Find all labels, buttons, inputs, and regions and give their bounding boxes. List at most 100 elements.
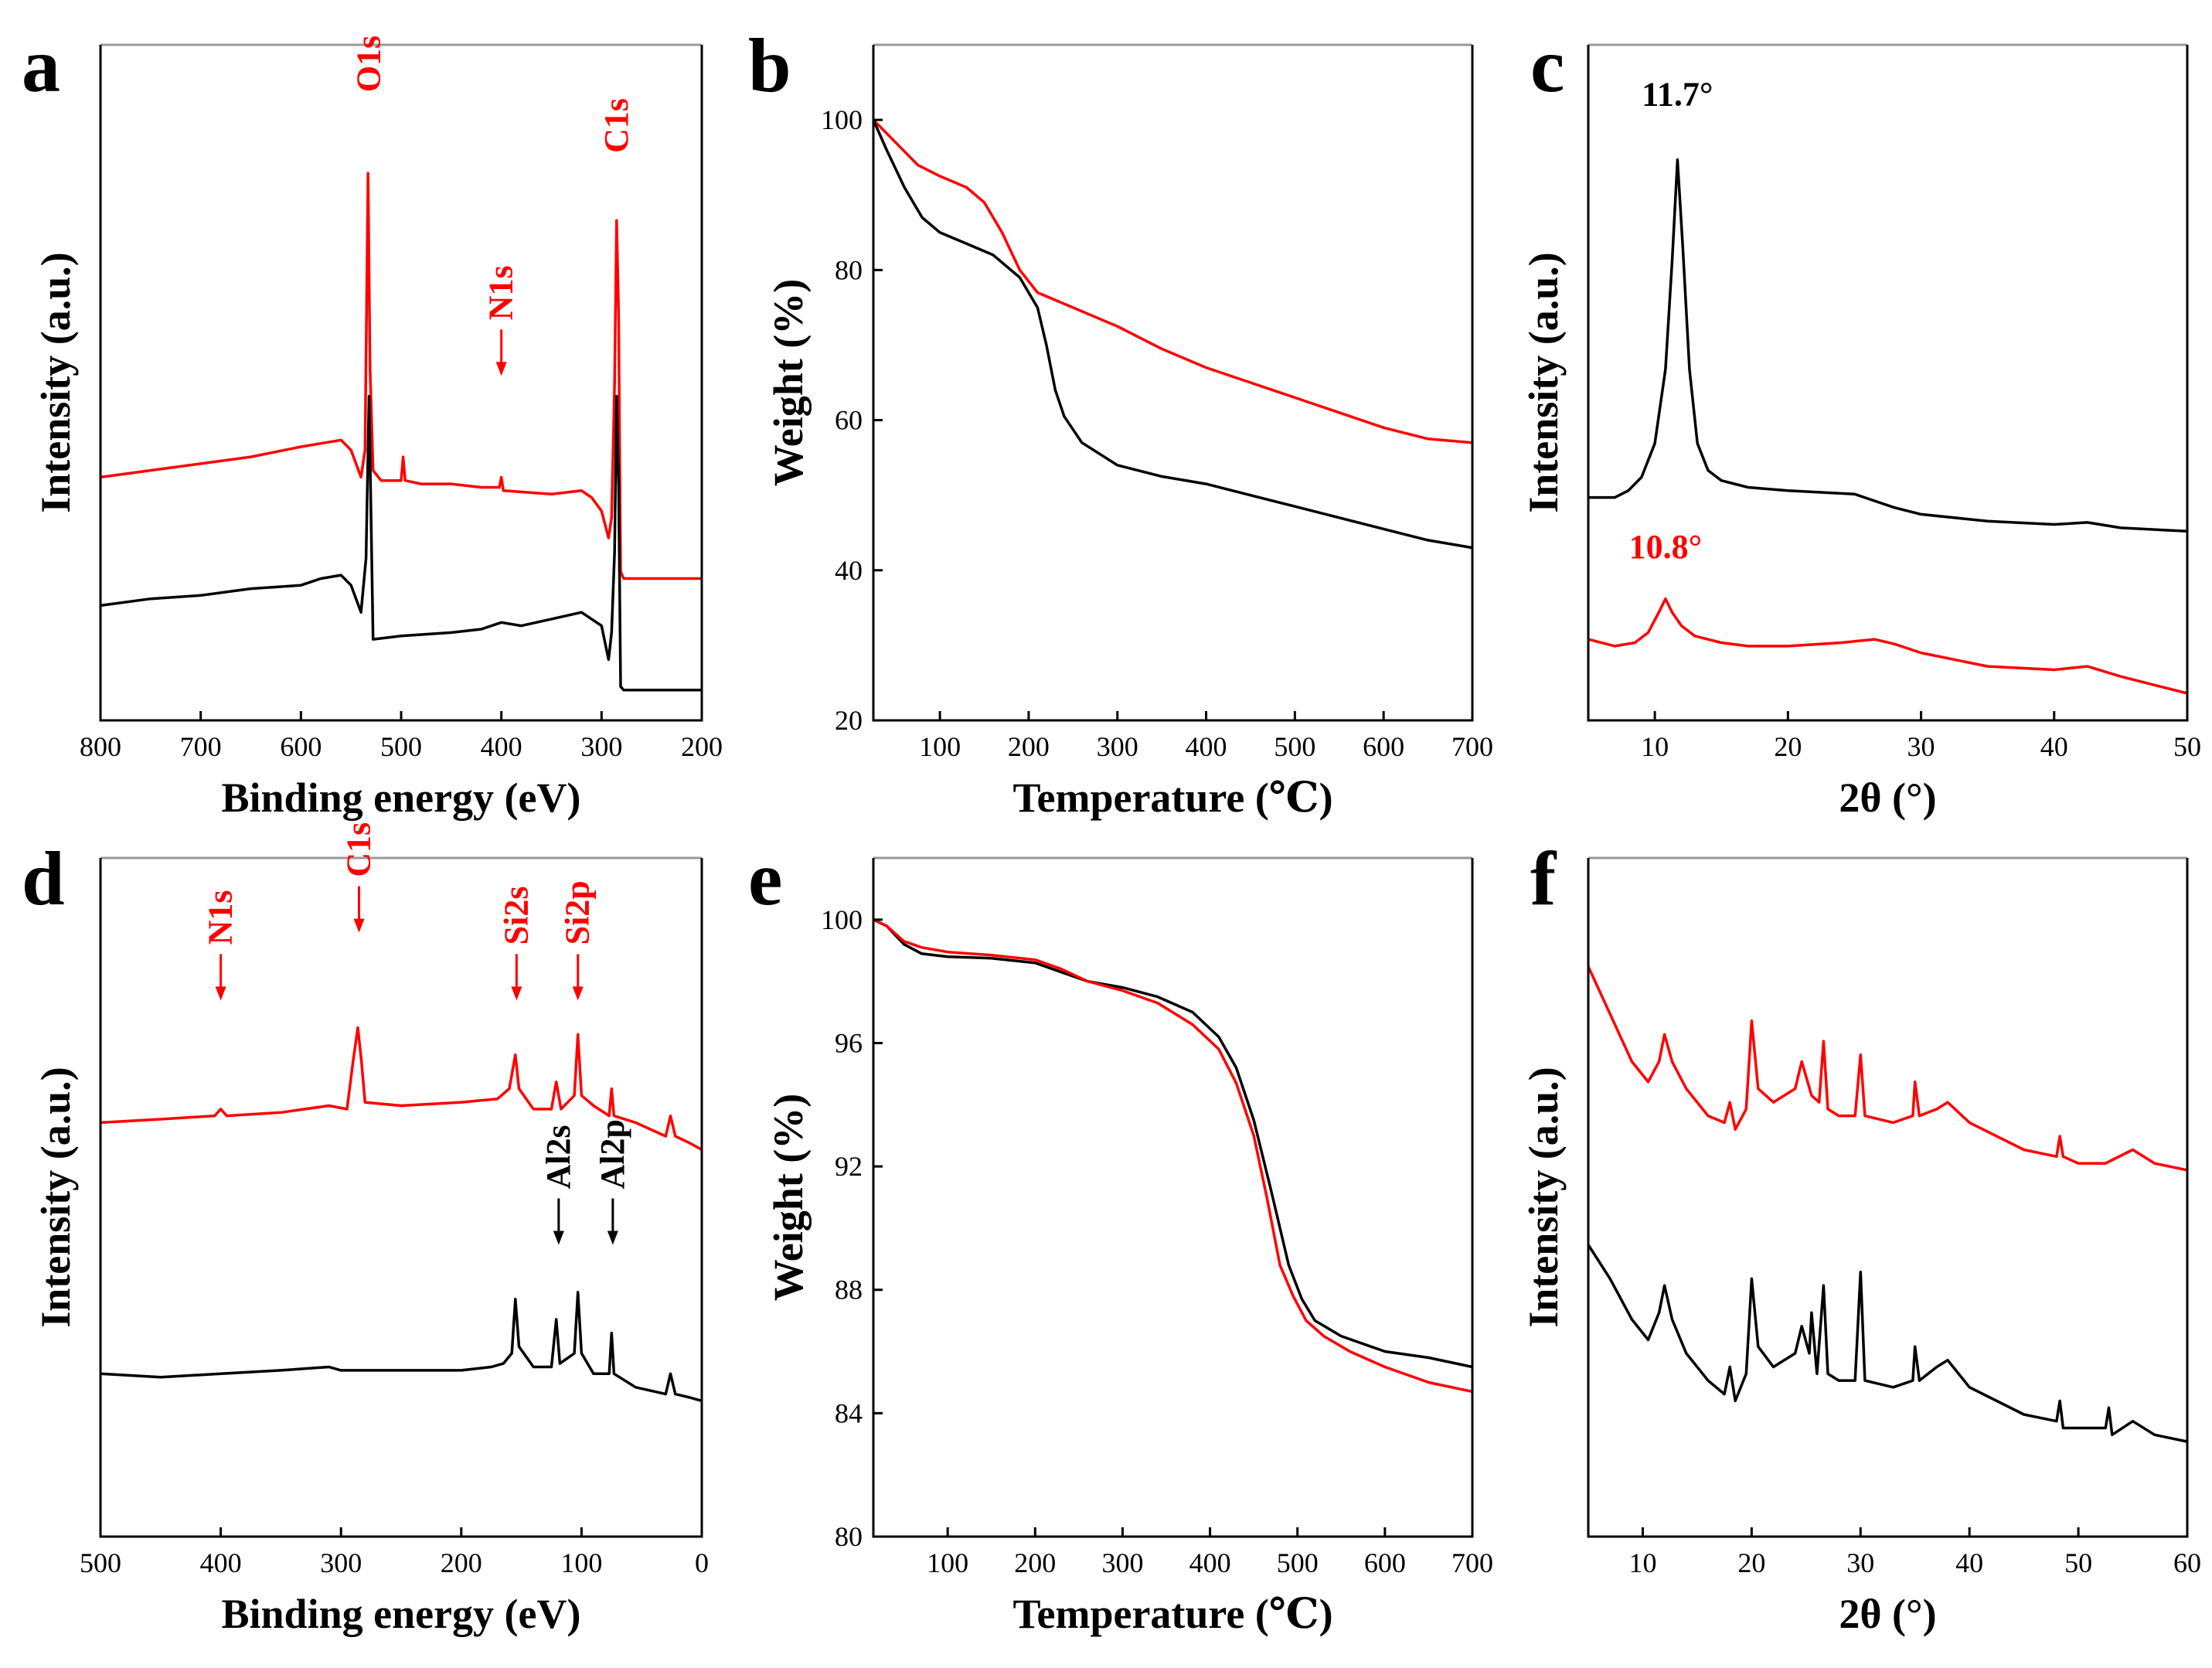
y-tick-label-e: 96	[835, 1027, 863, 1058]
x-tick-label-c: 10	[1641, 731, 1669, 762]
series-line-c-black	[1588, 158, 2188, 533]
x-tick-label-b: 600	[1363, 731, 1404, 762]
series-line-c-red	[1588, 597, 2188, 695]
annotation-label-c: 11.7°	[1642, 76, 1713, 114]
x-axis-title-a: Binding energy (eV)	[222, 774, 581, 821]
x-tick-label-b: 500	[1274, 731, 1315, 762]
x-axis-title-f: 2θ (°)	[1839, 1591, 1936, 1637]
x-tick-label-e: 500	[1277, 1547, 1319, 1578]
y-axis-title-b: Weight (%)	[765, 279, 812, 486]
panel-c: 10 20 30 40 50 2θ (°) Intensity (a.u.) 11.7° 10.…	[1520, 43, 2201, 821]
x-tick-label-c: 20	[1774, 731, 1802, 762]
y-tick-label-b: 20	[835, 705, 863, 736]
annotation-arrowhead-a	[495, 362, 507, 376]
y-tick-label-b: 40	[835, 555, 863, 586]
annotation-arrowhead-d	[572, 986, 584, 1001]
x-tick-label-a: 500	[380, 731, 422, 762]
x-tick-label-c: 30	[1907, 731, 1935, 762]
y-tick-label-b: 100	[821, 104, 863, 135]
series-line-b-red	[872, 118, 1473, 444]
annotation-arrowhead-d	[215, 986, 226, 1001]
x-tick-label-a: 300	[580, 731, 622, 762]
x-tick-label-e: 400	[1189, 1547, 1231, 1578]
y-axis-title-d: Intensity (a.u.)	[32, 1067, 79, 1328]
panel-letter-c: c	[1530, 22, 1564, 108]
annotation-label-d: Al2p	[594, 1119, 631, 1189]
plot-frame-d	[99, 858, 703, 1538]
y-tick-label-b: 80	[835, 254, 863, 285]
x-tick-label-f: 60	[2173, 1547, 2201, 1578]
y-axis-title-a: Intensity (a.u.)	[32, 252, 79, 513]
x-tick-label-a: 700	[180, 731, 222, 762]
x-tick-label-d: 400	[200, 1547, 242, 1578]
annotation-arrowhead-d	[353, 918, 365, 933]
annotation-label-d: Al2s	[539, 1125, 577, 1189]
series-line-b-black	[872, 119, 1473, 550]
x-tick-label-f: 30	[1846, 1547, 1874, 1578]
plot-frame-f	[1587, 858, 2189, 1538]
x-tick-label-d: 200	[441, 1547, 482, 1578]
x-tick-label-d: 100	[560, 1547, 602, 1578]
series-line-a-red	[100, 172, 702, 580]
series-line-f-black	[1587, 1244, 2188, 1443]
x-tick-label-d: 500	[80, 1547, 121, 1578]
annotation-label-a: N1s	[482, 265, 520, 320]
y-axis-title-f: Intensity (a.u.)	[1520, 1067, 1567, 1328]
series-line-d-black	[100, 1291, 703, 1403]
x-tick-label-a: 400	[481, 731, 522, 762]
y-tick-label-e: 92	[835, 1151, 863, 1182]
series-line-f-red	[1587, 965, 2188, 1172]
y-axis-title-e: Weight (%)	[765, 1094, 812, 1301]
plot-frame-b	[872, 45, 1474, 722]
annotation-label-d: N1s	[202, 890, 240, 945]
panel-b: 100 200 300 400 500 600 700 20 40 60 80 100 Temperat…	[765, 43, 1493, 821]
series-line-d-red	[100, 1026, 703, 1152]
panel-letter-a: a	[22, 22, 60, 108]
y-tick-label-e: 100	[821, 904, 863, 935]
x-tick-label-f: 20	[1737, 1547, 1765, 1578]
x-tick-label-b: 100	[919, 731, 961, 762]
annotation-arrowhead-d	[511, 986, 522, 1001]
series-line-e-black	[873, 918, 1473, 1369]
x-axis-title-d: Binding energy (eV)	[222, 1591, 581, 1637]
x-tick-label-d: 0	[695, 1547, 709, 1578]
annotation-label-a: O1s	[350, 36, 388, 92]
y-tick-label-e: 84	[835, 1397, 863, 1428]
panel-d: 500 400 300 200 100 0 Binding energy (eV) Inten…	[32, 822, 709, 1637]
x-tick-label-b: 700	[1451, 731, 1493, 762]
panel-letter-f: f	[1530, 836, 1557, 921]
panel-e: 100 200 300 400 500 600 700 80 84 88 92 96 100 Temper…	[765, 856, 1493, 1637]
series-line-e-red	[873, 918, 1473, 1394]
series-line-a-black	[100, 394, 702, 692]
x-tick-label-f: 50	[2064, 1547, 2092, 1578]
annotation-label-d: C1s	[340, 822, 378, 877]
x-tick-label-c: 50	[2173, 731, 2201, 762]
annotation-label-c: 10.8°	[1629, 528, 1703, 566]
x-axis-title-e: Temperature (℃)	[1012, 1591, 1332, 1637]
x-tick-label-a: 200	[681, 731, 723, 762]
panel-f: 10 20 30 40 50 60 2θ (°) Intensity (a.u.)	[1520, 856, 2201, 1637]
x-tick-label-e: 700	[1451, 1547, 1493, 1578]
plot-frame-c	[1587, 45, 2189, 722]
annotation-label-a: C1s	[597, 98, 635, 153]
x-tick-label-a: 600	[280, 731, 322, 762]
x-axis-title-b: Temperature (℃)	[1012, 774, 1332, 821]
x-tick-label-b: 400	[1186, 731, 1227, 762]
panel-letter-d: d	[22, 836, 65, 921]
y-tick-label-e: 80	[835, 1521, 863, 1552]
annotation-label-d: Si2p	[559, 880, 597, 945]
x-tick-label-d: 300	[320, 1547, 362, 1578]
annotation-arrowhead-d	[553, 1231, 564, 1245]
y-tick-label-e: 88	[835, 1275, 863, 1305]
annotation-label-d: Si2s	[497, 887, 535, 945]
x-tick-label-e: 300	[1101, 1547, 1143, 1578]
panel-letter-e: e	[748, 836, 782, 921]
annotation-arrowhead-d	[607, 1231, 618, 1245]
x-tick-label-a: 800	[80, 731, 121, 762]
x-axis-title-c: 2θ (°)	[1839, 774, 1936, 821]
x-tick-label-b: 300	[1097, 731, 1138, 762]
y-axis-title-c: Intensity (a.u.)	[1520, 252, 1567, 513]
x-tick-label-e: 100	[927, 1547, 968, 1578]
